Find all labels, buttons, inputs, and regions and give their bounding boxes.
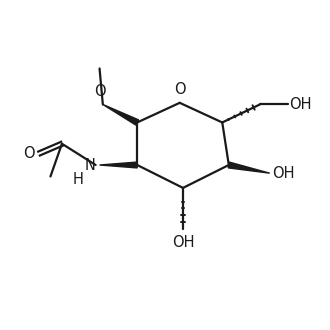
Polygon shape: [103, 105, 139, 125]
Text: OH: OH: [272, 166, 295, 181]
Text: O: O: [23, 146, 35, 161]
Text: O: O: [174, 82, 185, 97]
Text: N: N: [85, 157, 96, 173]
Text: OH: OH: [172, 235, 194, 250]
Text: O: O: [94, 83, 106, 99]
Polygon shape: [228, 162, 270, 173]
Polygon shape: [100, 162, 137, 168]
Text: H: H: [72, 172, 83, 186]
Text: OH: OH: [289, 97, 312, 112]
